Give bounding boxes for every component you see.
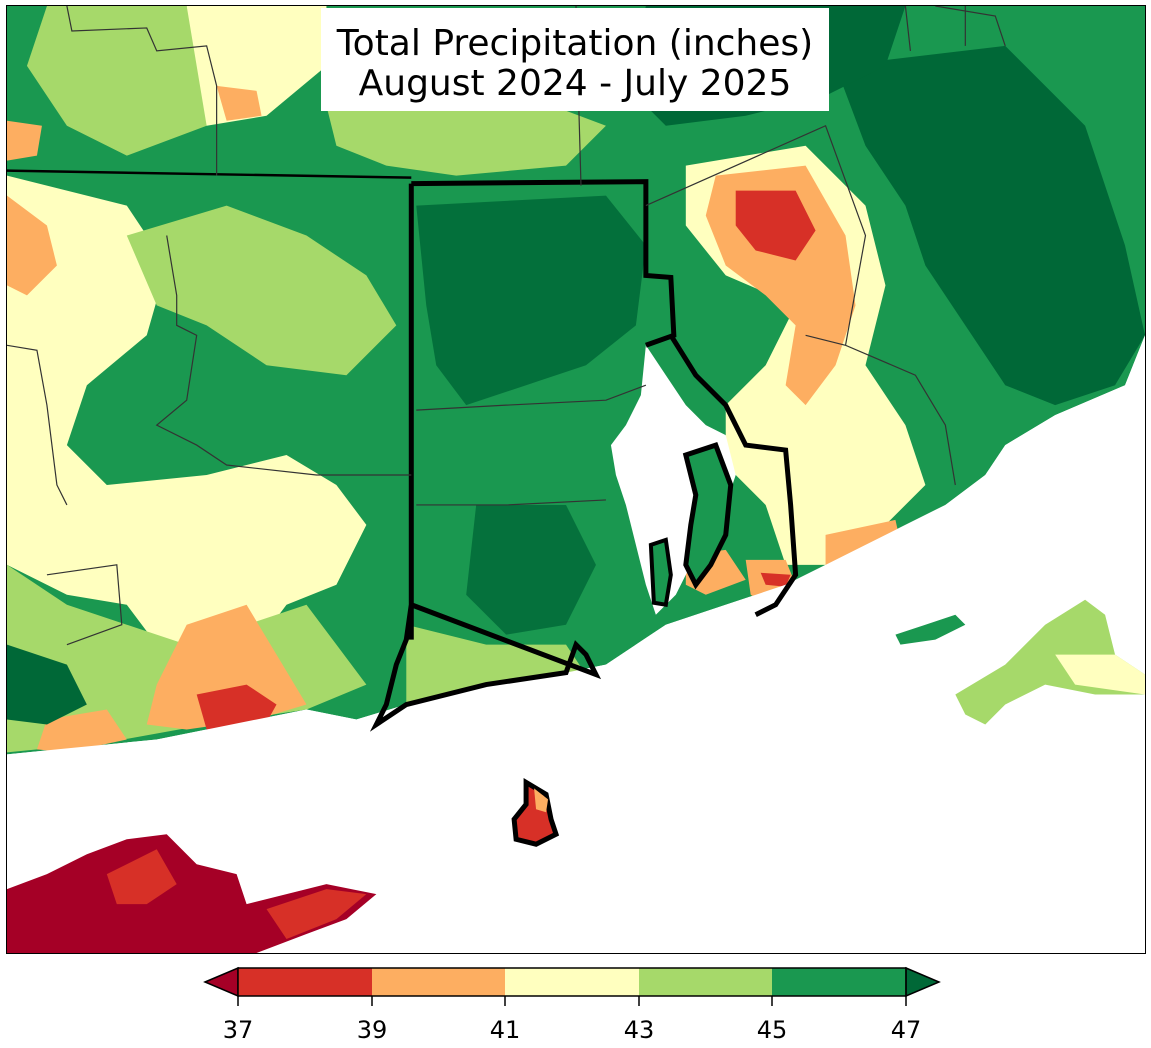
colorbar-bin-39-41 — [372, 968, 505, 996]
colorbar-tick-label: 45 — [756, 1016, 788, 1044]
zone-above-47-east — [835, 45, 1145, 406]
block-island-orange — [534, 788, 549, 813]
zone-above-47-south-ri — [466, 504, 596, 635]
conanicut-island — [648, 537, 673, 608]
marthas-vineyard — [955, 599, 1145, 725]
marthas-vineyard-yellow — [1055, 654, 1145, 695]
map-title: Total Precipitation (inches) August 2024… — [321, 8, 829, 111]
colorbar-tick-label: 41 — [489, 1016, 521, 1044]
zone-39-41-far-sw — [36, 709, 127, 753]
zone-37-39-east — [735, 190, 816, 261]
zone-39-41-nw — [7, 120, 42, 161]
elizabeth-islands — [895, 614, 966, 645]
colorbar-bin-45-47 — [772, 968, 906, 996]
colorbar-bin-41-43 — [505, 968, 639, 996]
ri-ma-east-border — [668, 333, 799, 617]
ct-ma-border — [7, 169, 412, 179]
ocean — [7, 335, 1145, 953]
long-island-east — [266, 889, 367, 940]
title-line-2: August 2024 - July 2025 — [358, 63, 792, 104]
zone-43-45-south-ri — [406, 624, 586, 705]
zone-37-39-ma-se — [760, 572, 791, 587]
precipitation-map — [6, 5, 1146, 954]
colorbar-tick-label: 47 — [890, 1016, 922, 1044]
narragansett-bay — [610, 345, 736, 615]
zone-43-45-north2 — [26, 6, 207, 156]
colorbar-bin-43-45 — [639, 968, 772, 996]
colorbar-extend-low — [203, 966, 239, 998]
map-canvas — [7, 6, 1145, 953]
colorbar-tick-label: 43 — [623, 1016, 655, 1044]
title-line-1: Total Precipitation (inches) — [336, 23, 814, 64]
long-island-red — [106, 849, 177, 905]
zone-43-45-west — [126, 205, 397, 376]
zone-43-45-north — [166, 6, 327, 126]
colorbar-outline — [237, 967, 907, 997]
colorbar-tick-label: 37 — [222, 1016, 254, 1044]
colorbar-ticks — [237, 996, 907, 1006]
zone-39-41-north-spot — [216, 85, 262, 121]
aquidneck-island — [682, 441, 734, 590]
zone-39-41-west-edge — [7, 195, 57, 296]
colorbar-extend-high — [905, 966, 941, 998]
zone-above-47-ri — [416, 195, 646, 406]
zone-37-39-sw — [196, 684, 277, 730]
zone-43-45-top — [326, 95, 606, 176]
zone-41-43-west — [7, 175, 367, 665]
colorbar-tick-label: 39 — [356, 1016, 388, 1044]
colorbar-bin-37-39 — [238, 968, 372, 996]
